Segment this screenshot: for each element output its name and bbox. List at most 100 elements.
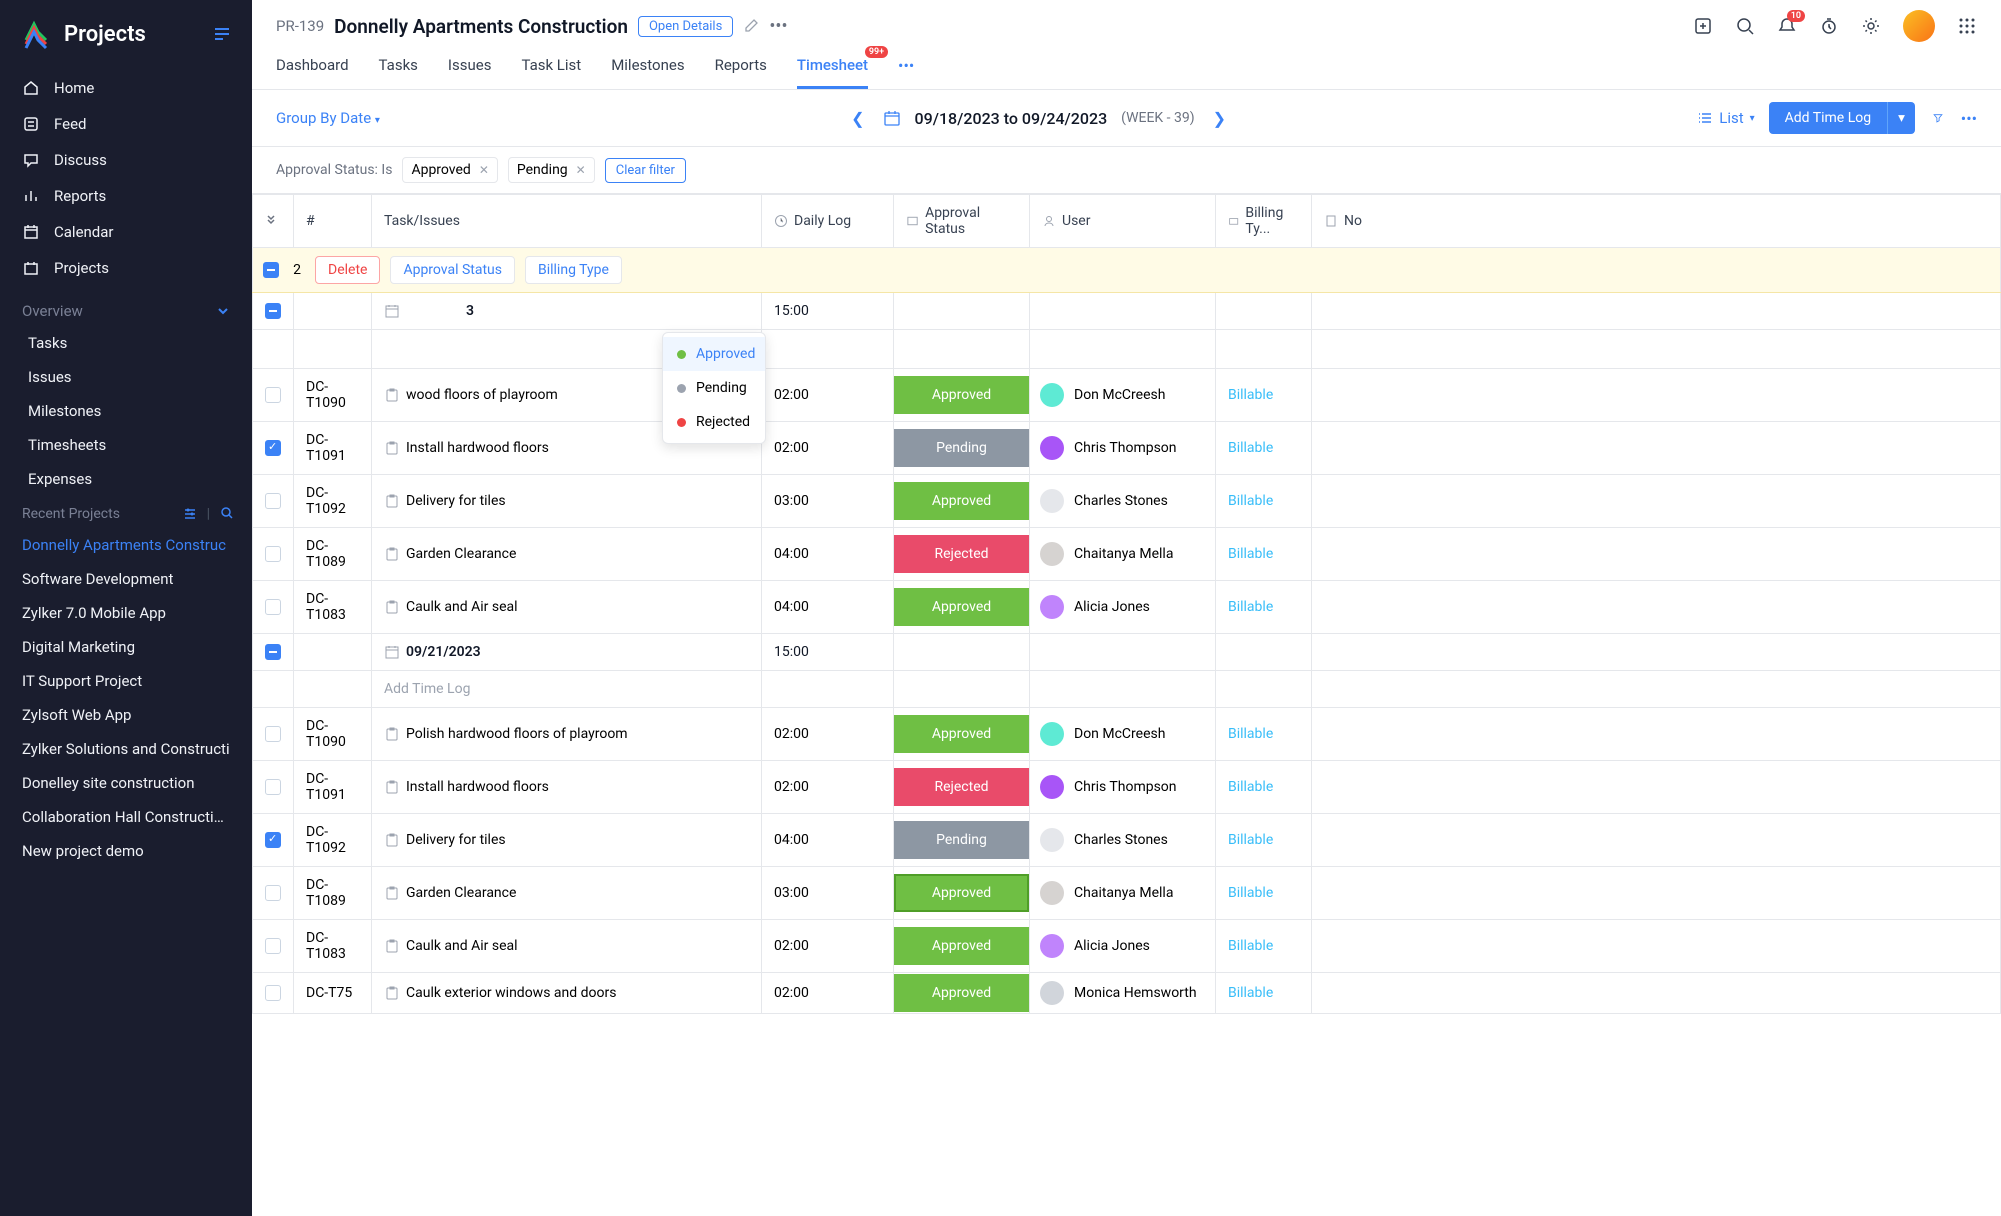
apps-grid-icon[interactable] <box>1957 16 1977 36</box>
add-time-log-inline[interactable]: Add Time Log <box>372 671 761 707</box>
row-status[interactable]: Approved <box>894 376 1029 414</box>
recent-project[interactable]: Software Development <box>0 562 252 596</box>
recent-project[interactable]: Digital Marketing <box>0 630 252 664</box>
recent-project[interactable]: Zylker 7.0 Mobile App <box>0 596 252 630</box>
row-billing[interactable]: Billable <box>1216 716 1311 752</box>
more-icon[interactable]: ••• <box>769 16 787 37</box>
tab-reports[interactable]: Reports <box>715 52 767 89</box>
overview-item-tasks[interactable]: Tasks <box>0 326 252 360</box>
search-icon[interactable] <box>1735 16 1755 36</box>
sidebar-toggle-icon[interactable] <box>212 24 232 44</box>
tabs-more-icon[interactable]: ••• <box>898 52 914 89</box>
filter-icon[interactable] <box>1929 109 1947 127</box>
row-user[interactable]: Don McCreesh <box>1030 375 1215 415</box>
row-checkbox[interactable] <box>265 726 281 742</box>
row-user[interactable]: Charles Stones <box>1030 481 1215 521</box>
add-time-log-button[interactable]: Add Time Log <box>1769 102 1887 134</box>
billing-type-button[interactable]: Billing Type <box>525 256 622 284</box>
col-number[interactable]: # <box>294 195 372 248</box>
popup-approved[interactable]: Approved <box>663 337 765 371</box>
row-status[interactable]: Approved <box>894 974 1029 1012</box>
selection-checkbox[interactable] <box>263 262 279 278</box>
row-user[interactable]: Chaitanya Mella <box>1030 873 1215 913</box>
row-billing[interactable]: Billable <box>1216 430 1311 466</box>
row-status[interactable]: Approved <box>894 927 1029 965</box>
row-checkbox[interactable] <box>265 599 281 615</box>
row-checkbox[interactable] <box>265 985 281 1001</box>
remove-chip-icon[interactable]: ✕ <box>479 163 489 177</box>
row-task[interactable]: Garden Clearance <box>372 875 761 911</box>
row-status[interactable]: Approved <box>894 588 1029 626</box>
row-checkbox[interactable] <box>265 440 281 456</box>
next-week-icon[interactable]: ❯ <box>1209 105 1230 132</box>
notification-icon[interactable]: 10 <box>1777 16 1797 36</box>
tab-dashboard[interactable]: Dashboard <box>276 52 349 89</box>
col-expand[interactable] <box>253 195 294 248</box>
edit-icon[interactable] <box>743 18 759 34</box>
group-collapse-checkbox[interactable] <box>265 644 281 660</box>
row-task[interactable]: Delivery for tiles <box>372 822 761 858</box>
delete-button[interactable]: Delete <box>315 256 380 284</box>
tab-timesheet[interactable]: Timesheet99+ <box>797 52 868 89</box>
row-billing[interactable]: Billable <box>1216 589 1311 625</box>
col-user[interactable]: User <box>1030 195 1216 248</box>
row-user[interactable]: Don McCreesh <box>1030 714 1215 754</box>
tab-tasks[interactable]: Tasks <box>379 52 418 89</box>
row-checkbox[interactable] <box>265 938 281 954</box>
recent-project[interactable]: Zylsoft Web App <box>0 698 252 732</box>
overview-item-timesheets[interactable]: Timesheets <box>0 428 252 462</box>
group-collapse-checkbox[interactable] <box>265 303 281 319</box>
row-user[interactable]: Alicia Jones <box>1030 926 1215 966</box>
recent-project[interactable]: Zylker Solutions and Constructi <box>0 732 252 766</box>
row-status[interactable]: Rejected <box>894 535 1029 573</box>
row-status[interactable]: Approved <box>894 715 1029 753</box>
row-status[interactable]: Approved <box>894 874 1029 912</box>
approval-status-button[interactable]: Approval Status <box>390 256 515 284</box>
user-avatar[interactable] <box>1903 10 1935 42</box>
tab-milestones[interactable]: Milestones <box>611 52 684 89</box>
row-user[interactable]: Charles Stones <box>1030 820 1215 860</box>
more-icon[interactable]: ••• <box>1961 109 1977 128</box>
row-user[interactable]: Chaitanya Mella <box>1030 534 1215 574</box>
row-checkbox[interactable] <box>265 493 281 509</box>
recent-project[interactable]: Collaboration Hall Construction <box>0 800 252 834</box>
remove-chip-icon[interactable]: ✕ <box>576 163 586 177</box>
plus-box-icon[interactable] <box>1693 16 1713 36</box>
col-last[interactable]: No <box>1312 195 2001 248</box>
row-task[interactable]: Delivery for tiles <box>372 483 761 519</box>
row-user[interactable]: Monica Hemsworth <box>1030 973 1215 1013</box>
overview-section[interactable]: Overview <box>0 292 252 326</box>
search-icon[interactable] <box>220 506 234 520</box>
tab-task-list[interactable]: Task List <box>521 52 581 89</box>
col-status[interactable]: Approval Status <box>894 195 1030 248</box>
row-billing[interactable]: Billable <box>1216 536 1311 572</box>
col-daily[interactable]: Daily Log <box>762 195 894 248</box>
settings-sliders-icon[interactable] <box>183 506 197 520</box>
nav-item-projects[interactable]: Projects <box>0 250 252 286</box>
recent-project[interactable]: IT Support Project <box>0 664 252 698</box>
row-status[interactable]: Rejected <box>894 768 1029 806</box>
clear-filter-button[interactable]: Clear filter <box>605 158 686 183</box>
col-billing[interactable]: Billing Ty... <box>1216 195 1312 248</box>
nav-item-reports[interactable]: Reports <box>0 178 252 214</box>
recent-project[interactable]: Donnelly Apartments Construc <box>0 528 252 562</box>
row-task[interactable]: Caulk and Air seal <box>372 589 761 625</box>
row-billing[interactable]: Billable <box>1216 483 1311 519</box>
row-checkbox[interactable] <box>265 779 281 795</box>
row-status[interactable]: Approved <box>894 482 1029 520</box>
row-billing[interactable]: Billable <box>1216 822 1311 858</box>
open-details-button[interactable]: Open Details <box>638 16 733 37</box>
nav-item-home[interactable]: Home <box>0 70 252 106</box>
row-task[interactable]: Install hardwood floors <box>372 769 761 805</box>
row-status[interactable]: Pending <box>894 429 1029 467</box>
nav-item-calendar[interactable]: Calendar <box>0 214 252 250</box>
nav-item-discuss[interactable]: Discuss <box>0 142 252 178</box>
row-checkbox[interactable] <box>265 885 281 901</box>
row-user[interactable]: Chris Thompson <box>1030 428 1215 468</box>
add-time-log-caret[interactable]: ▾ <box>1887 102 1915 134</box>
row-task[interactable]: Garden Clearance <box>372 536 761 572</box>
view-selector[interactable]: List ▾ <box>1697 109 1754 127</box>
row-task[interactable]: Caulk and Air seal <box>372 928 761 964</box>
row-checkbox[interactable] <box>265 387 281 403</box>
overview-item-expenses[interactable]: Expenses <box>0 462 252 496</box>
